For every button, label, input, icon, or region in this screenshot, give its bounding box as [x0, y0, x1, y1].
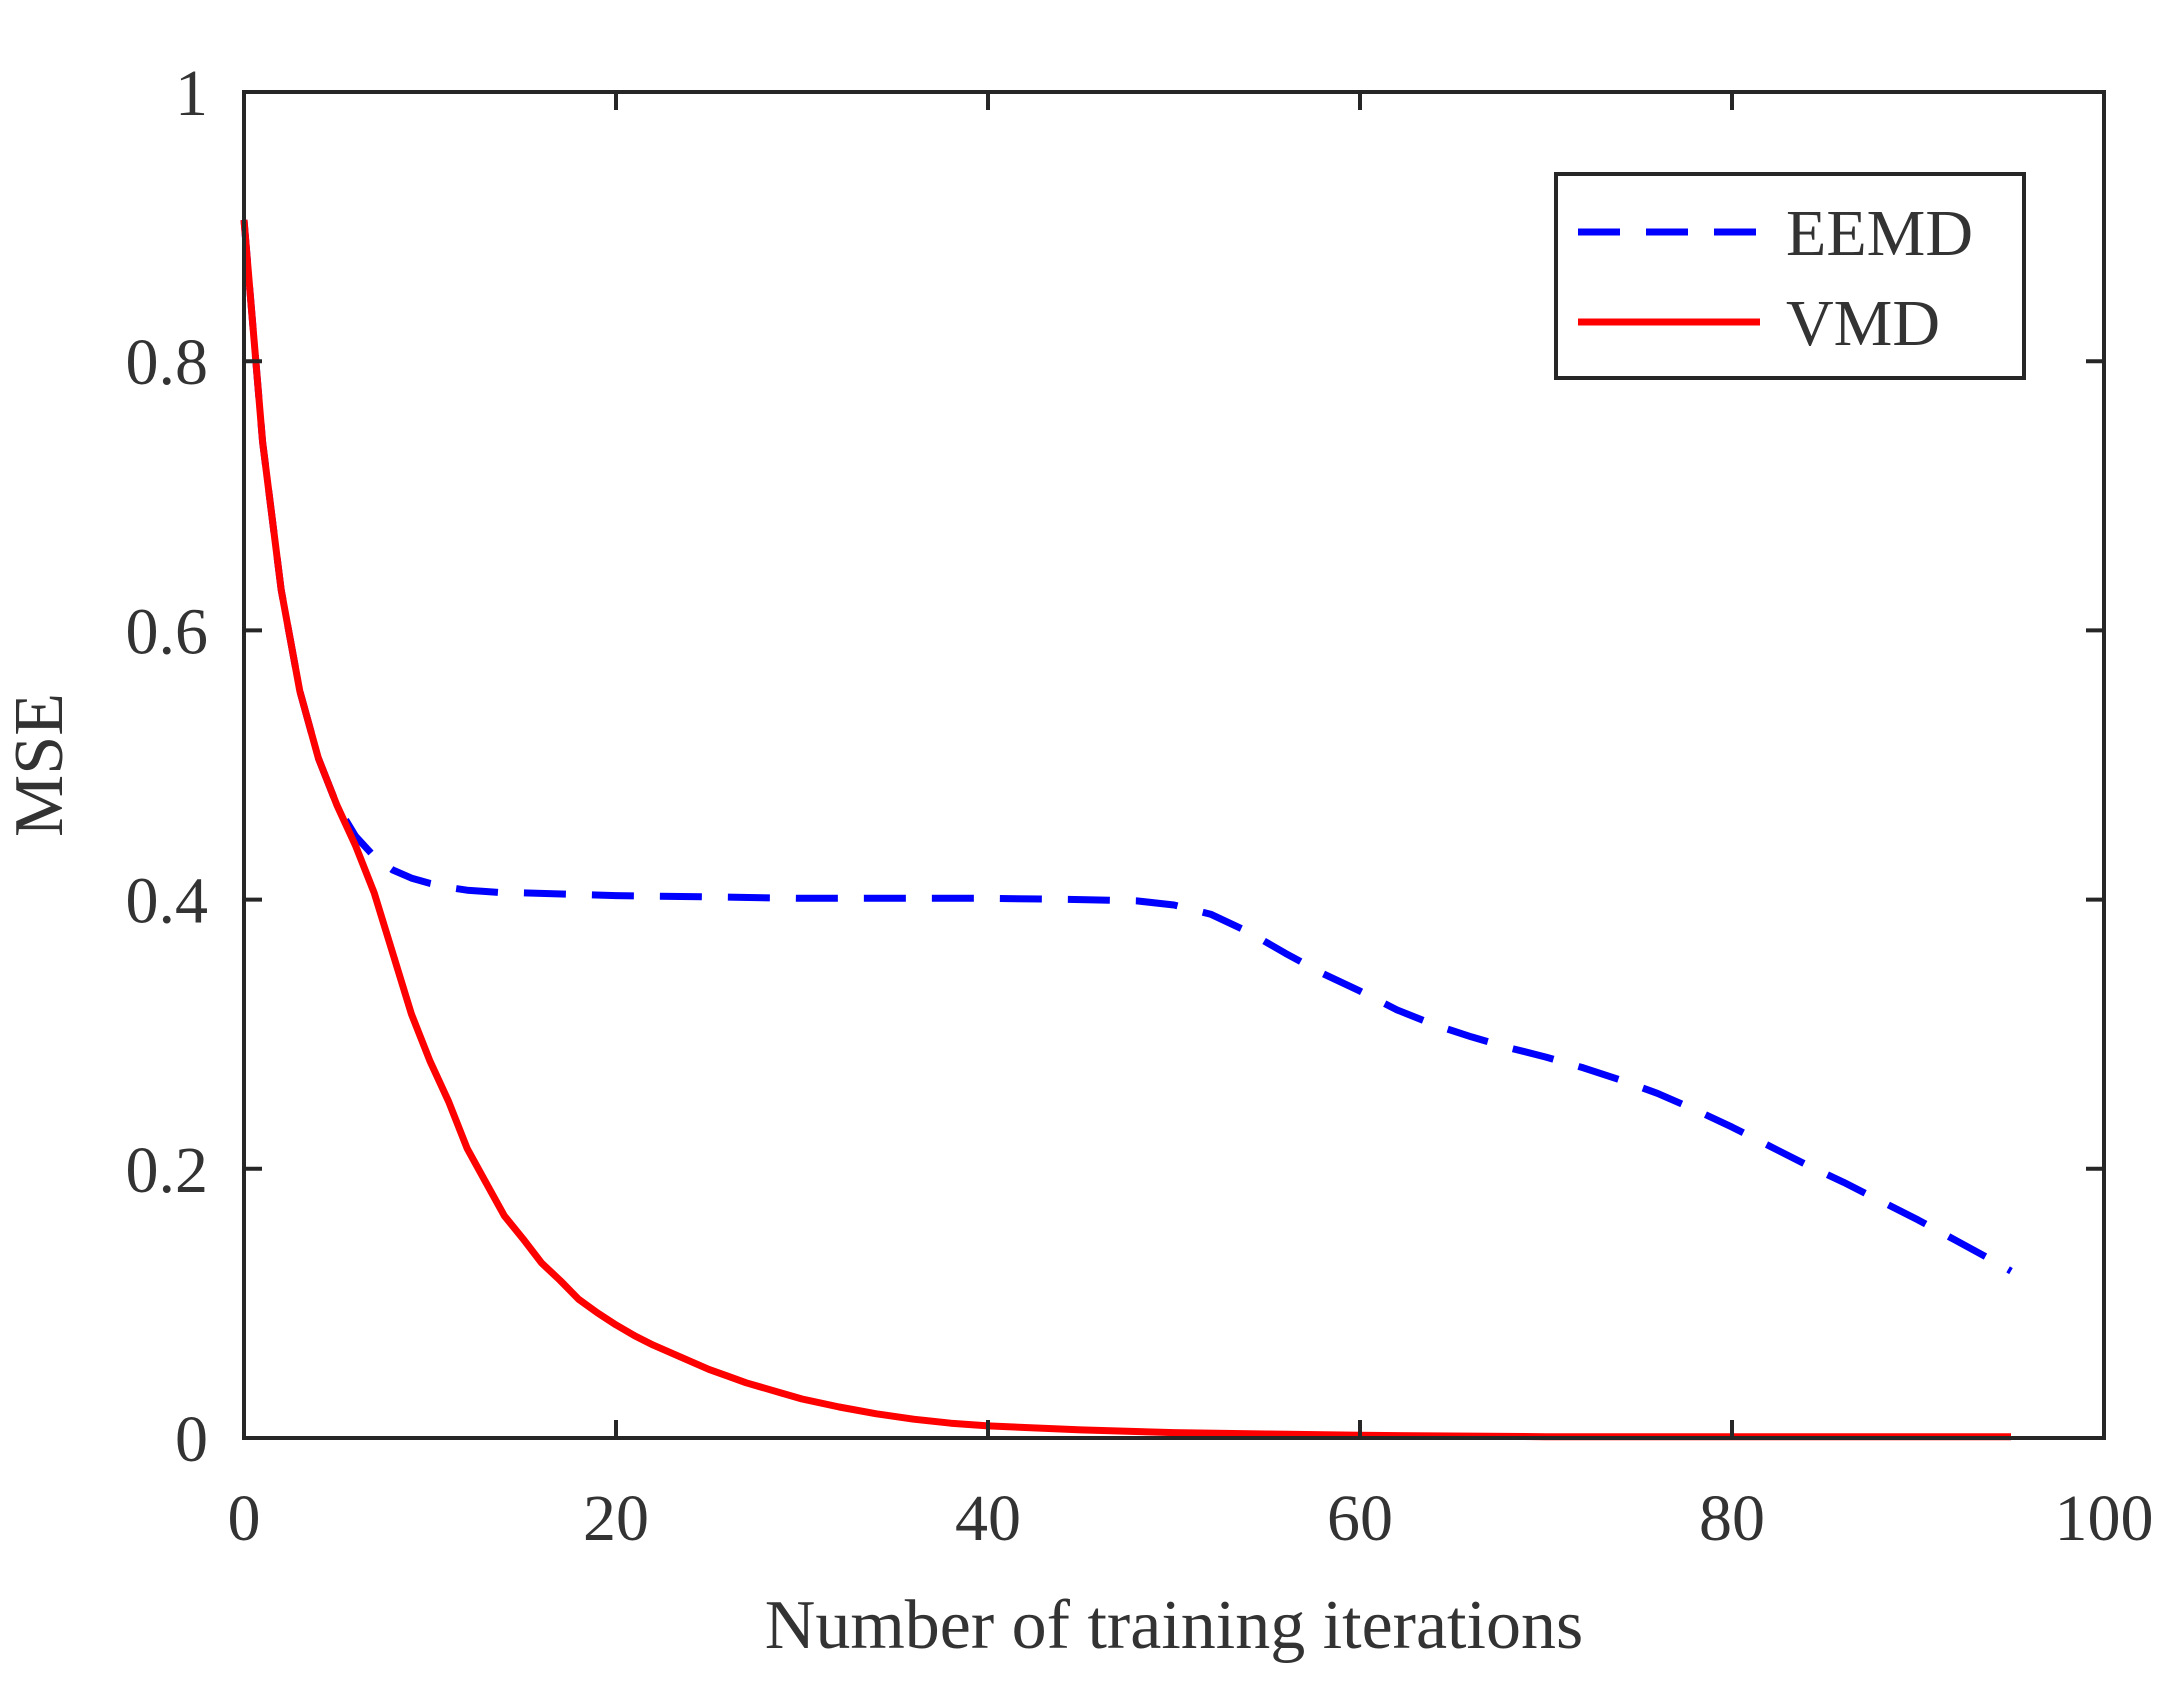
- legend-label-vmd: VMD: [1786, 287, 1940, 360]
- legend-box: [1554, 172, 2026, 380]
- ticks-layer: 0 20 40 60 80 100 0 0.2 0.4 0.6 0.8 1: [126, 57, 2154, 1555]
- x-axis-title: Number of training iterations: [765, 1587, 1583, 1664]
- legend: EEMD VMD: [1554, 172, 2026, 380]
- plot-frame: [242, 90, 2106, 1440]
- x-tick-label: 60: [1327, 1482, 1393, 1555]
- x-tick-label: 80: [1699, 1482, 1765, 1555]
- legend-label-eemd: EEMD: [1786, 197, 1973, 270]
- y-tick-label: 1: [175, 57, 208, 130]
- x-tick-label: 100: [2055, 1482, 2154, 1555]
- y-tick-label: 0: [175, 1403, 208, 1476]
- x-tick-label: 0: [228, 1482, 261, 1555]
- series-line-eemd: [240, 219, 2013, 1275]
- y-tick-label: 0.2: [126, 1134, 209, 1207]
- y-tick-label: 0.6: [126, 595, 209, 668]
- series-line-vmd: [240, 219, 2011, 1441]
- series-layer: [240, 219, 2013, 1441]
- x-tick-label: 40: [955, 1482, 1021, 1555]
- y-axis-title: MSE: [1, 693, 78, 837]
- y-tick-label: 0.4: [126, 865, 209, 938]
- y-tick-label: 0.8: [126, 326, 209, 399]
- x-tick-label: 20: [583, 1482, 649, 1555]
